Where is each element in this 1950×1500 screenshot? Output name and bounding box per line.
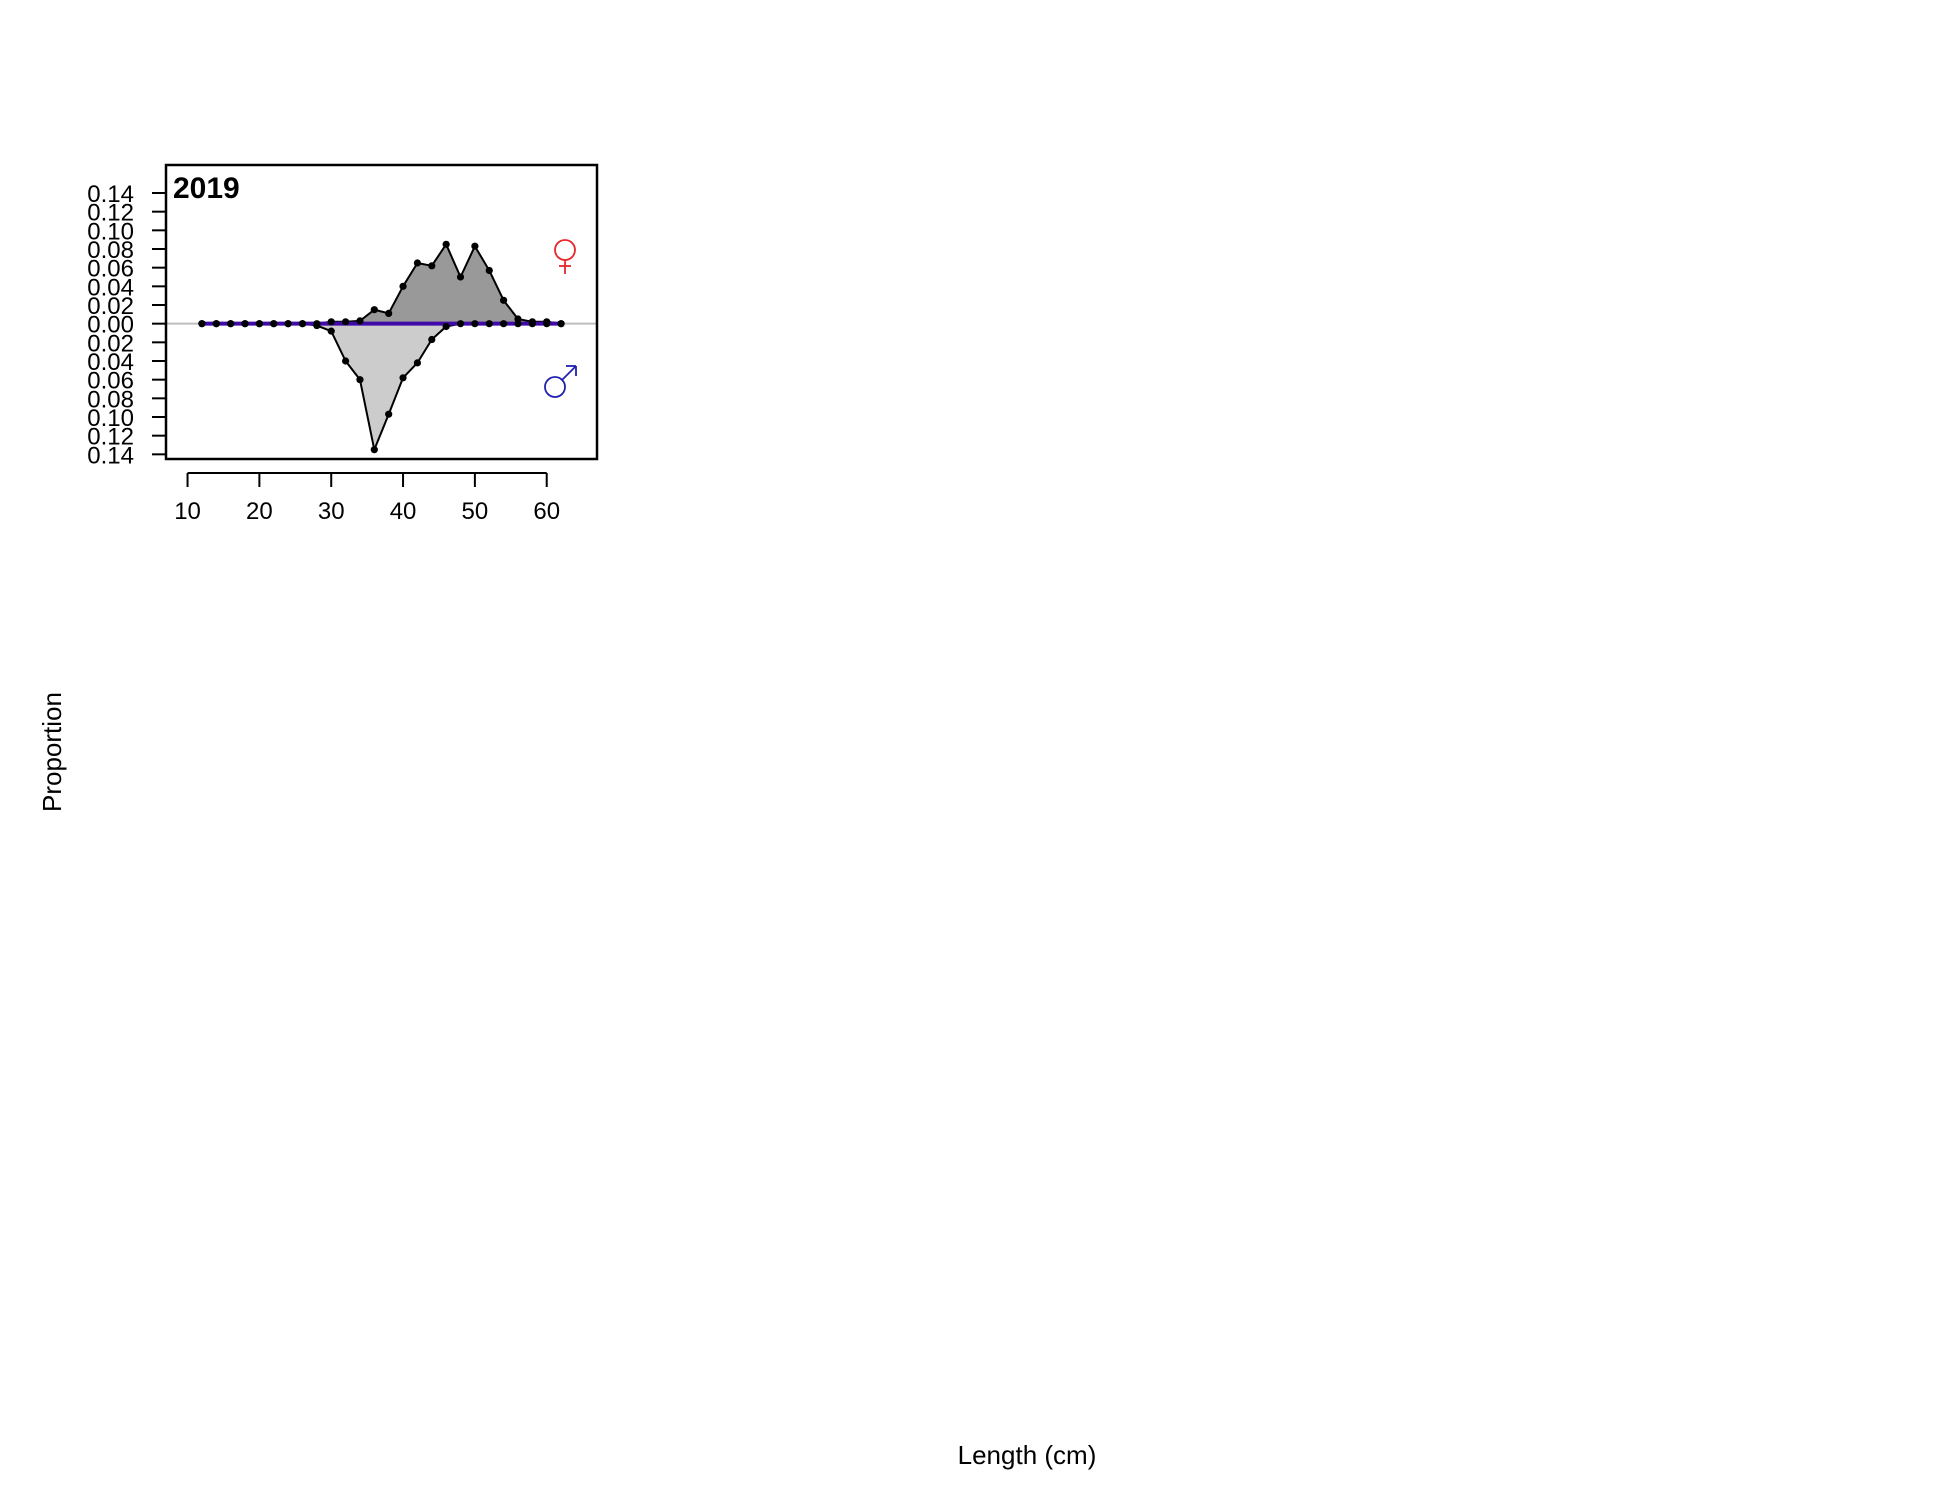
y-tick-label: 0.14 [87, 181, 134, 208]
plot-frame [164, 163, 599, 461]
panel-year-label: 2019 [173, 172, 240, 205]
y-tick-label: 0.06 [87, 368, 134, 395]
male-point [500, 320, 508, 328]
y-tick-label: 0.12 [87, 200, 134, 227]
female-point [442, 240, 450, 248]
male-point [399, 374, 407, 382]
male-point [284, 320, 292, 328]
male-point [327, 327, 335, 335]
plot-panel: 2019 [164, 163, 599, 461]
female-point [341, 318, 350, 326]
male-point [557, 320, 565, 328]
y-tick-label: 0.00 [87, 312, 134, 339]
x-tick-label: 30 [318, 498, 345, 525]
y-tick-label: 0.10 [87, 218, 134, 245]
y-tick-label: 0.14 [87, 442, 134, 469]
female-point [428, 262, 436, 270]
female-point [485, 266, 493, 275]
male-symbol-icon [544, 365, 577, 398]
female-point [370, 306, 378, 314]
y-tick-label: 0.08 [87, 386, 134, 413]
male-point [227, 320, 235, 328]
y-tick-label: 0.02 [87, 330, 134, 357]
female-point [471, 242, 479, 250]
y-tick-label: 0.12 [87, 424, 134, 451]
male-point [514, 320, 522, 328]
female-point [413, 259, 422, 267]
male-point [485, 320, 493, 328]
male-point [313, 321, 321, 330]
male-point [413, 359, 422, 367]
x-axis-title: Length (cm) [958, 1440, 1097, 1470]
female-point [356, 317, 364, 325]
x-axis: 10 20 30 40 50 60 [174, 472, 560, 525]
y-tick-label: 0.02 [87, 293, 134, 320]
y-tick-label: 0.10 [87, 405, 134, 432]
male-point [255, 320, 263, 328]
male-point [212, 320, 220, 328]
x-tick-label: 20 [246, 498, 273, 525]
x-tick-label: 50 [462, 498, 489, 525]
male-point [241, 320, 249, 328]
male-point [528, 320, 536, 328]
male-area [200, 322, 563, 451]
male-point [428, 335, 436, 344]
y-tick-label: 0.08 [87, 237, 134, 264]
male-point [471, 320, 479, 328]
y-axis-title: Proportion [37, 692, 67, 812]
y-tick-label: 0.04 [87, 274, 134, 301]
y-tick-label: 0.04 [87, 349, 134, 376]
male-point [543, 320, 551, 328]
female-area [200, 243, 563, 325]
male-point [356, 376, 364, 384]
female-point [385, 309, 393, 317]
male-point [370, 446, 378, 454]
female-point [399, 282, 407, 290]
male-point [198, 320, 206, 328]
male-point [270, 320, 278, 328]
data-points [198, 240, 565, 454]
female-symbol-icon [554, 239, 576, 274]
x-tick-label: 60 [533, 498, 560, 525]
y-axis: 0.140.120.100.080.060.040.020.000.020.04… [87, 181, 166, 469]
x-tick-label: 10 [174, 498, 201, 525]
female-point [456, 273, 465, 281]
female-point [500, 296, 508, 304]
male-point [385, 410, 393, 418]
male-point [341, 357, 350, 365]
x-tick-label: 40 [390, 498, 417, 525]
y-tick-label: 0.06 [87, 256, 134, 283]
female-point [327, 318, 335, 326]
male-point [456, 320, 465, 328]
male-point [298, 320, 307, 328]
male-point [442, 322, 450, 331]
